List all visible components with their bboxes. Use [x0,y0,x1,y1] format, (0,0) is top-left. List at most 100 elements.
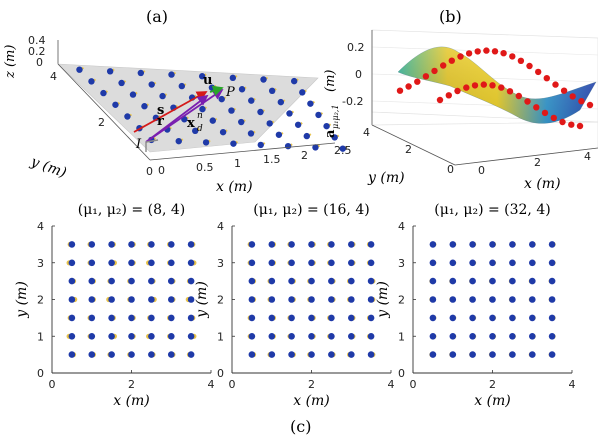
subplot-x-tick: 0 [49,378,56,391]
element-dot [88,277,96,285]
element-dot [348,277,355,285]
element-dot [469,314,476,322]
panel-a-z-tick: 0.2 [28,45,46,58]
element-dot [449,296,457,303]
element-dot [348,259,355,267]
element-dot [288,333,295,340]
element-dot [148,277,155,285]
array-plane [57,63,319,153]
subplot-y-tick: 1 [37,330,44,343]
element-dot [348,296,355,303]
element-dot [469,333,476,340]
element-dot [68,259,76,267]
panel-a-x-tick: 1.5 [263,153,281,166]
array-element [192,127,199,135]
element-dot [348,314,355,322]
element-dot [288,296,295,303]
element-dot [328,277,335,285]
panel-a-x-axis [149,142,336,161]
element-dot [529,259,536,267]
subplot-y-tick: 4 [37,220,44,233]
array-element [275,131,283,138]
element-dot [248,333,256,340]
surface-markers [396,47,594,130]
element-dot [429,259,437,267]
array-element [294,121,302,128]
array-element [159,92,166,100]
element-dot [367,314,375,322]
surface-marker [474,48,481,55]
element-dot [469,351,476,358]
vector-s [133,91,208,133]
subplot-y-label: y (m) [14,281,30,319]
element-dot [529,314,536,322]
element-dot [489,296,496,303]
array-element [198,73,206,80]
element-dot [108,333,115,340]
surface-marker [498,84,505,91]
surface-marker [560,87,568,94]
element-dot [308,351,315,358]
element-dot [108,296,115,303]
surface-marker [568,121,575,128]
vector-label-s: s [157,103,164,118]
subplot-x-tick: 0 [229,378,236,391]
subplot-x-label: x (m) [474,393,511,409]
array-element [257,108,264,116]
panel-a-y-label: y (m) [28,153,69,181]
panel-a-y-axis [57,63,151,161]
surface-marker [471,82,479,89]
array-element [118,79,125,87]
array-element [248,97,255,104]
panel-b-floor-axis [371,124,456,166]
surface-marker [405,83,412,90]
element-dot [308,333,315,340]
element-dot [489,241,496,248]
element-dot [128,296,135,303]
surface-marker [533,104,540,111]
surface-marker [489,82,496,89]
element-dot [449,241,457,248]
element-dot [108,241,115,248]
element-dot [148,259,155,267]
element-dot [548,259,556,267]
element-dot [429,333,437,340]
element-dot [348,351,355,358]
surface-marker [396,87,404,94]
element-dot [168,277,175,285]
element-dot [328,241,335,248]
panel-b-y-label: y (m) [367,170,405,186]
element-dot [168,241,175,248]
element-dot [328,333,335,340]
element-dot [469,259,476,267]
element-dot [168,314,175,322]
element-dot [548,296,556,303]
origin-label-I: I [135,137,142,152]
subplot-title: (μ₁, μ₂) = (32, 4) [434,202,550,218]
element-dot [509,277,516,285]
element-dot [529,351,536,358]
panel-b-z-tick: 0 [355,68,362,81]
surface-marker [414,78,421,85]
element-dot [548,241,556,248]
element-dot [128,241,135,248]
subplot-y-tick: 2 [37,294,44,307]
array-element [100,89,107,97]
element-dot [288,241,295,248]
subplot-x-tick: 2 [308,378,315,391]
element-dot [308,259,315,267]
panel-b-z-label-sub: μ₁μ₂,1 [331,105,340,129]
element-dot [288,277,295,285]
element-dot [148,314,155,322]
element-dot [187,277,195,285]
element-dot [489,259,496,267]
subplot-y-tick: 0 [37,367,44,380]
surface-marker [543,75,550,82]
element-dot [489,333,496,340]
array-element [229,74,237,82]
subplot-y-tick: 1 [398,330,405,343]
subplot-title: (μ₁, μ₂) = (8, 4) [78,202,186,218]
element-dot [367,241,375,248]
array-element [290,77,298,85]
panel-a-x-tick: 2 [301,149,308,162]
